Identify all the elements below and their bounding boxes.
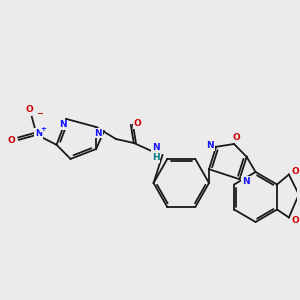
Text: −: − bbox=[36, 109, 43, 118]
Text: N: N bbox=[242, 177, 249, 186]
Text: N: N bbox=[152, 142, 159, 152]
Text: N: N bbox=[35, 129, 42, 138]
Text: H: H bbox=[152, 154, 159, 163]
Text: N: N bbox=[60, 120, 67, 129]
Text: O: O bbox=[292, 216, 300, 225]
Text: N: N bbox=[206, 141, 214, 150]
Text: O: O bbox=[26, 105, 34, 114]
Text: O: O bbox=[232, 134, 240, 142]
Text: +: + bbox=[41, 126, 46, 132]
Text: O: O bbox=[292, 167, 300, 176]
Text: N: N bbox=[94, 128, 102, 137]
Text: O: O bbox=[134, 119, 142, 128]
Text: O: O bbox=[7, 136, 15, 145]
